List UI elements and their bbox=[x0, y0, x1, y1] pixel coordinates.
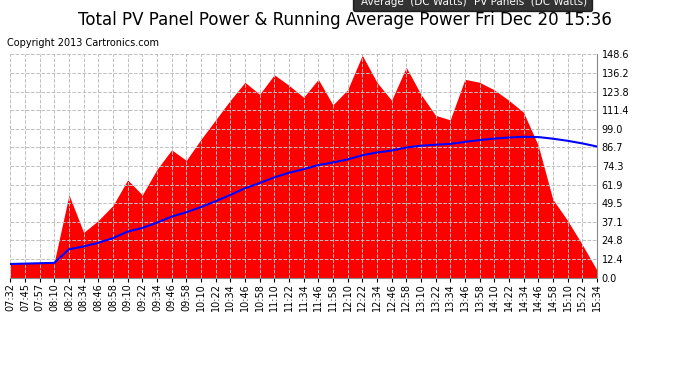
Text: Copyright 2013 Cartronics.com: Copyright 2013 Cartronics.com bbox=[7, 38, 159, 48]
Text: Total PV Panel Power & Running Average Power Fri Dec 20 15:36: Total PV Panel Power & Running Average P… bbox=[78, 11, 612, 29]
Legend: Average  (DC Watts), PV Panels  (DC Watts): Average (DC Watts), PV Panels (DC Watts) bbox=[353, 0, 591, 11]
